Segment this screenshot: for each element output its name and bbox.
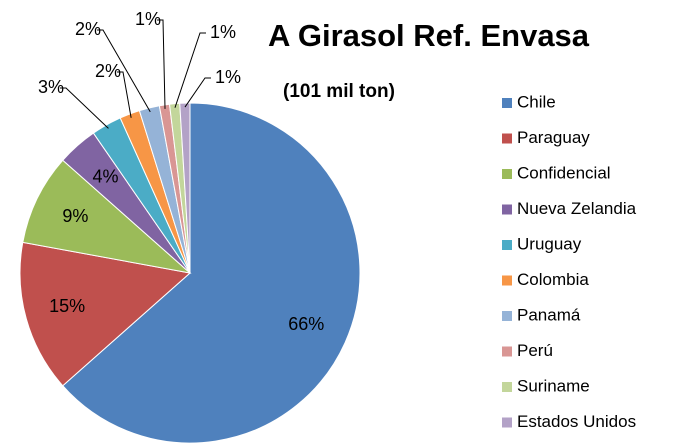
- pie-slice: [22, 159, 192, 274]
- legend-swatch: [502, 417, 512, 428]
- legend-label: Uruguay: [517, 234, 582, 253]
- legend-swatch: [502, 275, 512, 286]
- legend-swatch: [502, 169, 512, 179]
- legend-swatch: [502, 133, 512, 144]
- legend-label: Estados Unidos: [517, 412, 636, 431]
- data-label: 15%: [49, 296, 85, 316]
- legend-label: Suriname: [517, 376, 590, 395]
- legend-label: Paraguay: [517, 128, 590, 147]
- legend-label: Perú: [517, 341, 553, 360]
- data-label: 66%: [288, 314, 324, 334]
- legend-swatch: [502, 204, 512, 215]
- legend-label: Colombia: [517, 270, 589, 289]
- data-label: 9%: [62, 206, 88, 226]
- legend-label: Chile: [517, 92, 556, 111]
- legend-swatch: [502, 240, 512, 250]
- data-label: 1%: [215, 67, 241, 87]
- data-label: 1%: [135, 9, 161, 29]
- leader-line: [184, 77, 211, 108]
- legend-label: Panamá: [517, 305, 581, 324]
- pie-slice: [179, 102, 191, 274]
- leader-line: [117, 71, 132, 118]
- legend-label: Nueva Zelandia: [517, 199, 637, 218]
- legend-swatch: [502, 98, 512, 108]
- data-label: 2%: [75, 19, 101, 39]
- chart-title: A Girasol Ref. Envasa: [268, 18, 590, 53]
- data-label: 3%: [38, 77, 64, 97]
- leader-line: [174, 32, 206, 108]
- legend-swatch: [502, 346, 512, 357]
- pie-slice: [19, 241, 192, 387]
- legend-swatch: [502, 382, 512, 392]
- pie-slice: [62, 102, 361, 444]
- data-label: 2%: [95, 61, 121, 81]
- leader-line: [97, 29, 151, 113]
- leader-line: [157, 19, 166, 109]
- data-label: 4%: [92, 166, 118, 186]
- data-label: 1%: [210, 22, 236, 42]
- leader-line: [60, 87, 109, 129]
- chart-subtitle: (101 mil ton): [283, 81, 395, 102]
- legend-label: Confidencial: [517, 163, 611, 182]
- legend-swatch: [502, 311, 512, 321]
